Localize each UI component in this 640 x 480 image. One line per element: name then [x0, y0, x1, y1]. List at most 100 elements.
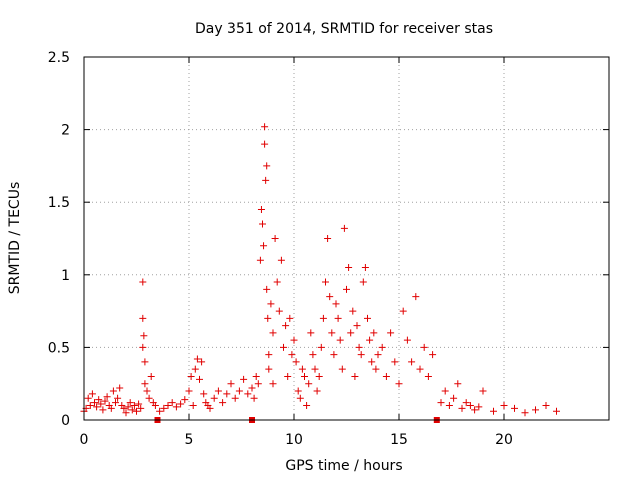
data-point [355, 343, 363, 351]
data-point [372, 365, 380, 373]
data-point [177, 400, 185, 408]
data-point [284, 372, 292, 380]
data-point [227, 380, 235, 388]
data-point [288, 351, 296, 359]
data-point [374, 351, 382, 359]
data-point [370, 329, 378, 337]
data-point [301, 372, 308, 380]
data-point [347, 329, 355, 337]
data-point [145, 394, 153, 402]
data-point [147, 372, 155, 380]
data-point [109, 387, 117, 395]
data-point [261, 123, 269, 131]
data-point [185, 387, 193, 395]
data-point [250, 394, 258, 402]
data-point [101, 397, 109, 405]
data-point [330, 351, 338, 359]
data-point [140, 332, 148, 340]
data-point [156, 407, 164, 415]
data-point [128, 406, 136, 414]
data-point [240, 375, 248, 383]
data-point [532, 406, 539, 414]
data-point [416, 365, 424, 373]
y-tick-label: 2.5 [48, 50, 70, 66]
x-tick-label: 5 [185, 432, 194, 448]
data-point [135, 400, 143, 408]
data-point [462, 399, 470, 407]
x-axis-label: GPS time / hours [285, 458, 402, 474]
data-point [345, 264, 353, 272]
data-point [259, 220, 266, 228]
data-point [235, 387, 243, 395]
data-point [172, 403, 180, 411]
data-point [391, 358, 399, 366]
data-point [254, 380, 262, 388]
data-point [317, 343, 325, 351]
axis-ticks [83, 56, 609, 421]
x-tick-label: 10 [285, 432, 303, 448]
data-point [114, 394, 122, 402]
data-point [511, 404, 518, 412]
data-point [252, 372, 260, 380]
data-point [256, 256, 264, 264]
data-point [490, 407, 497, 415]
y-tick-label: 0 [61, 413, 70, 429]
data-point [378, 343, 386, 351]
x-tick-label: 0 [80, 432, 89, 448]
data-point [437, 399, 445, 407]
data-point [292, 358, 300, 366]
data-point [454, 380, 462, 388]
data-point [313, 387, 321, 395]
data-point [99, 406, 107, 414]
data-point [257, 205, 265, 213]
data-point [361, 264, 369, 272]
data-point [395, 380, 403, 388]
data-point [219, 399, 227, 407]
data-point [151, 401, 159, 409]
data-point [86, 401, 94, 409]
data-point [264, 314, 272, 322]
data-point [359, 278, 367, 286]
data-point [261, 140, 269, 148]
data-point [445, 401, 453, 409]
data-point [328, 329, 336, 337]
data-point [326, 293, 334, 301]
data-point [263, 285, 271, 293]
data-point [91, 399, 98, 407]
data-point [244, 390, 252, 398]
data-point [382, 372, 390, 380]
data-point [133, 407, 140, 415]
data-point [141, 380, 149, 388]
tick-labels: 0 5 10 15 20 0 0.5 1 1.5 2 2.5 [48, 50, 513, 448]
data-point [95, 396, 103, 404]
data-point [200, 390, 208, 398]
grid [84, 57, 609, 420]
y-tick-label: 0.5 [48, 340, 70, 356]
data-point [315, 372, 323, 380]
data-point [332, 300, 340, 308]
data-point [214, 387, 222, 395]
data-point [84, 394, 92, 402]
data-point [103, 393, 111, 401]
data-point [265, 351, 273, 359]
data-point [307, 329, 315, 337]
data-point [521, 409, 529, 417]
data-point [479, 387, 487, 395]
data-point [248, 384, 256, 392]
chart-title: Day 351 of 2014, SRMTID for receiver sta… [195, 21, 493, 37]
data-point [324, 235, 332, 242]
data-point [311, 365, 319, 373]
data-point [420, 343, 428, 351]
data-point [408, 358, 416, 366]
x-tick-label: 20 [495, 432, 513, 448]
data-point [120, 404, 128, 412]
data-point [282, 322, 290, 330]
data-point [553, 407, 560, 415]
data-point [271, 235, 279, 242]
y-tick-label: 2 [61, 123, 70, 139]
x-tick-label: 15 [390, 432, 408, 448]
data-point [303, 401, 311, 409]
data-point [273, 278, 281, 286]
data-point [338, 365, 346, 373]
y-tick-label: 1.5 [48, 195, 70, 211]
